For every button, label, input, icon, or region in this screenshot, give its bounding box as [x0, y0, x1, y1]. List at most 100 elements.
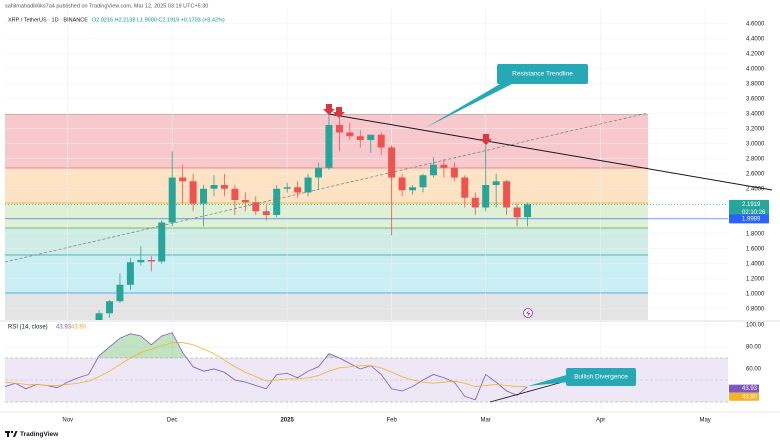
candle-body: [335, 125, 343, 133]
candle-body: [419, 175, 427, 188]
candle-body: [158, 222, 166, 262]
logo-part: [13, 431, 18, 437]
candle-body: [304, 177, 312, 193]
y-tick-label: 2.8000: [746, 156, 765, 162]
candle-body: [398, 177, 406, 191]
logo-part: [10, 430, 14, 434]
candle-body: [388, 147, 396, 178]
rsi-value-box: [729, 392, 759, 401]
y-tick-label: 2.4000: [746, 186, 765, 192]
logo-part: [7, 431, 9, 437]
x-tick-label: Mar: [481, 418, 491, 424]
y-tick-label: 3.4000: [746, 111, 765, 117]
candle-body: [241, 200, 249, 203]
candle-body: [377, 134, 385, 148]
arrow: [323, 104, 335, 115]
zones: [5, 113, 648, 320]
candle-body: [126, 262, 134, 285]
footer-text: TradingView: [20, 431, 59, 438]
x-tick-label: 2025: [280, 418, 294, 424]
y-tick-label: 3.0000: [746, 141, 765, 147]
candle-body: [346, 132, 354, 137]
candle-body: [147, 260, 155, 262]
price-label-box: [729, 199, 769, 217]
axes: Nov Dec 2025 Feb Mar Apr May 0.8000 1.0000 1.2000…: [62, 21, 769, 424]
callout-box: [497, 64, 588, 84]
price-label-sub: 02:10:26: [742, 210, 766, 216]
candle-body: [179, 177, 187, 182]
candle-body: [440, 164, 448, 168]
rsi-title: RSI (14, close): [8, 325, 48, 331]
candle-body: [137, 260, 145, 263]
y-tick-label: 4.6000: [746, 21, 765, 27]
rsi-pane: [5, 332, 528, 401]
footer-logo: [5, 430, 18, 437]
zone-cyan: [5, 255, 648, 293]
y-tick-label: 1.6000: [746, 246, 765, 252]
arrows: [323, 104, 492, 145]
symbol-title: XRP / TetherUS · 1D · BINANCE: [8, 17, 88, 23]
rsi-legend-value: 43.93: [56, 325, 72, 331]
rsi-value-label: 43.80: [742, 394, 758, 400]
candle-body: [95, 313, 103, 320]
x-tick-label: Dec: [167, 418, 178, 424]
candle-body: [356, 136, 364, 140]
candle-body: [450, 167, 458, 178]
candle-body: [471, 197, 479, 208]
rsi-line: [5, 332, 528, 401]
y-tick-label: 4.0000: [746, 66, 765, 72]
zone-teal: [5, 228, 648, 255]
candle-body: [367, 134, 375, 140]
candle-body: [220, 185, 228, 189]
candle-body: [503, 181, 511, 208]
price-label: 1.9989: [742, 216, 761, 222]
callout-text: Bullish Divergence: [574, 374, 628, 381]
y-tick-label: 100.00: [746, 323, 765, 329]
y-tick-label: 3.8000: [746, 81, 765, 87]
x-tick-label: Apr: [596, 418, 605, 424]
candle-body: [231, 188, 239, 200]
candle-body: [116, 284, 124, 302]
rsi-value-label: 43.93: [742, 386, 758, 392]
ohlc: O2.0216 H2.2138 L1.9000 C2.1919 +0.1703 …: [92, 17, 225, 23]
rsi-overbought-fill: [5, 332, 528, 358]
arrow: [333, 107, 345, 118]
price-pane: [95, 113, 531, 320]
y-tick-label: 0.8000: [746, 306, 765, 312]
candle-body: [294, 187, 302, 193]
y-tick-label: 80.00: [746, 345, 762, 351]
callout-pointer: [528, 374, 570, 386]
candle-body: [429, 164, 437, 176]
divergence-line: [489, 379, 571, 403]
candle-body: [492, 181, 500, 185]
y-tick-label: 4.2000: [746, 51, 765, 57]
candle-body: [189, 181, 197, 204]
event-icon-bolt: [526, 310, 531, 317]
y-tick-label: 1.0000: [746, 291, 765, 297]
y-tick-label: 3.6000: [746, 96, 765, 102]
y-tick-label: 1.4000: [746, 261, 765, 267]
callout-text: Resistance Trendline: [512, 71, 573, 78]
zone-green: [5, 203, 648, 228]
x-tick-label: May: [699, 418, 710, 424]
price-label: 2.1919: [742, 202, 761, 208]
zone-orange: [5, 168, 648, 203]
candle-body: [409, 187, 417, 191]
candle-body: [200, 188, 208, 204]
candle-body: [325, 125, 333, 168]
candle-body: [262, 211, 270, 215]
candle-body: [210, 185, 218, 189]
callout-pointer: [425, 84, 512, 128]
callout-box: [566, 368, 636, 386]
y-tick-label: 4.4000: [746, 36, 765, 42]
candle-body: [283, 187, 291, 189]
candle-body: [461, 177, 469, 198]
publisher: sahilmahadik6ks7a4 published on TradingV…: [5, 3, 208, 9]
y-tick-label: 3.2000: [746, 126, 765, 132]
trend-channel: [4, 112, 649, 263]
candle-body: [524, 204, 531, 218]
price-label-box: [729, 214, 769, 224]
y-tick-label: 60.00: [746, 367, 762, 373]
candle-body: [252, 202, 260, 212]
